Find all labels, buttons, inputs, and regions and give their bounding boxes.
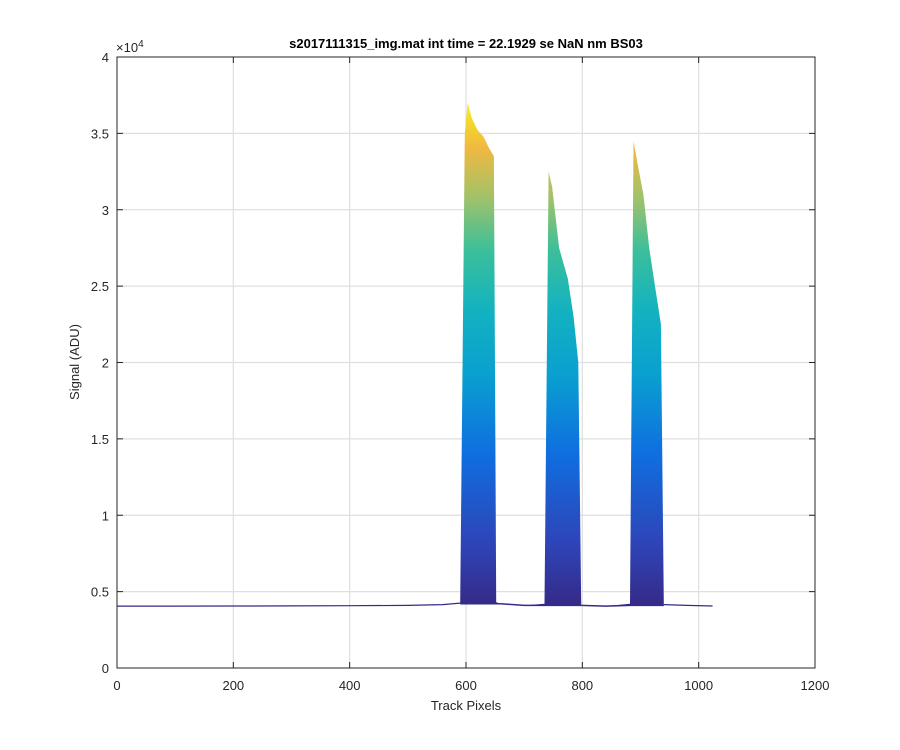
y-tick-label: 0.5	[91, 585, 109, 600]
x-tick-label: 1200	[801, 678, 830, 693]
y-tick-label: 2.5	[91, 279, 109, 294]
chart-title: s2017111315_img.mat int time = 22.1929 s…	[289, 36, 643, 51]
y-tick-label: 1	[102, 508, 109, 523]
x-tick-label: 400	[339, 678, 361, 693]
baseline-line	[117, 602, 461, 607]
series-layer	[117, 102, 713, 607]
y-tick-label: 3	[102, 203, 109, 218]
y-axis-exponent: ×104	[116, 39, 144, 55]
y-axis-label: Signal (ADU)	[67, 324, 82, 400]
tail-line	[663, 604, 713, 607]
signal-peak-3	[581, 141, 664, 607]
peak-floor-2	[500, 603, 582, 607]
y-tick-label: 1.5	[91, 432, 109, 447]
x-tick-label: 1000	[684, 678, 713, 693]
y-tick-label: 4	[102, 50, 109, 65]
signal-peak-1	[460, 102, 501, 604]
x-tick-label: 600	[455, 678, 477, 693]
x-tick-label: 800	[571, 678, 593, 693]
y-tick-label: 3.5	[91, 126, 109, 141]
x-axis-label: Track Pixels	[431, 698, 502, 713]
signal-peak-2	[500, 171, 582, 606]
x-tick-label: 0	[113, 678, 120, 693]
peak-floor-3	[581, 604, 664, 607]
y-tick-label: 2	[102, 356, 109, 371]
y-tick-label: 0	[102, 661, 109, 676]
x-tick-label: 200	[222, 678, 244, 693]
ticks: 0 200 400 600 800 1000 1200 0 0.5 1 1.5 2 2.5 3 3.5 4	[91, 50, 830, 693]
